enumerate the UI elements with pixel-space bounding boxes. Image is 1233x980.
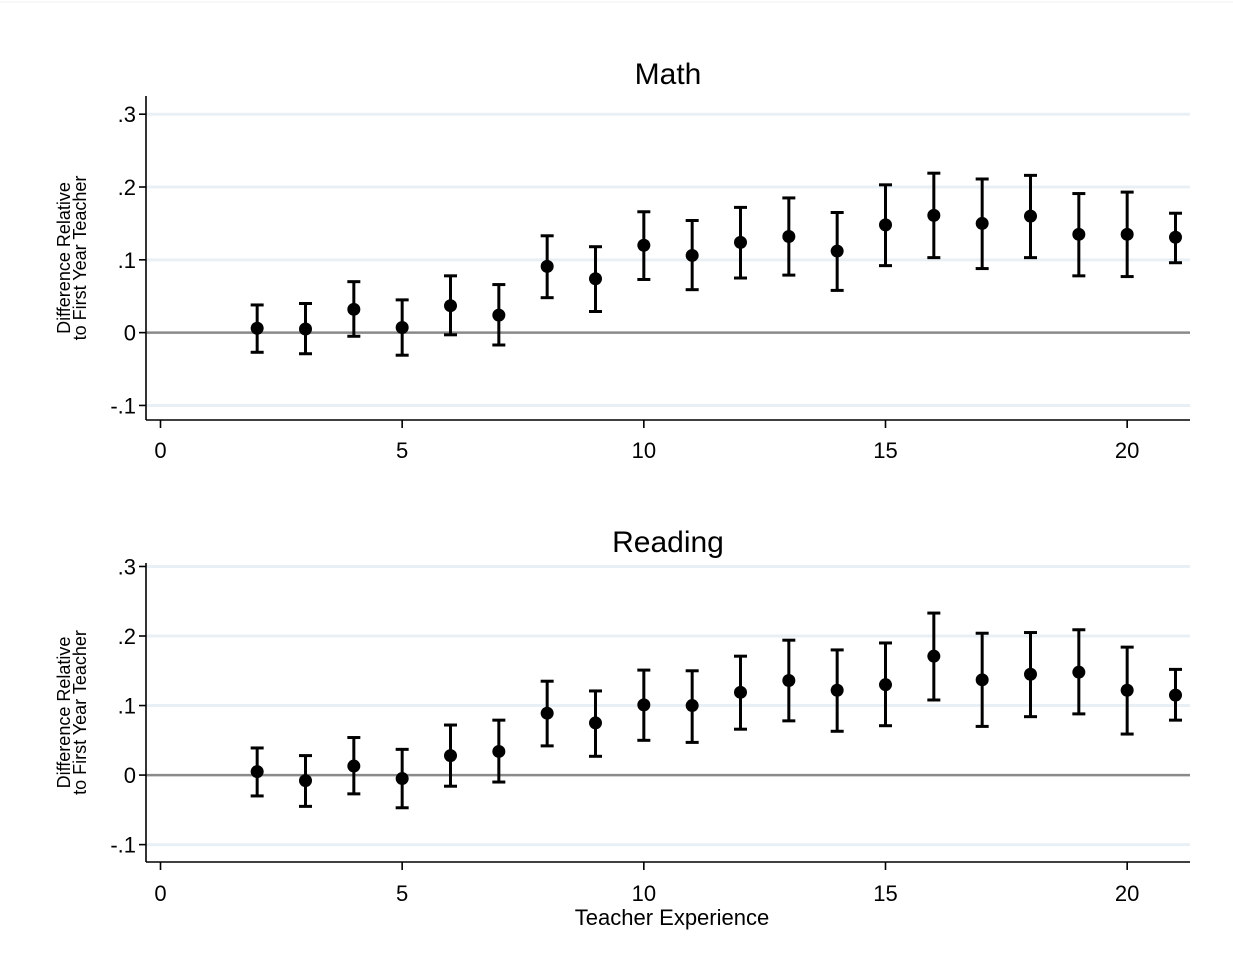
x-tick-label: 20 <box>1115 881 1139 906</box>
point-estimate-marker <box>1120 683 1134 697</box>
point-estimate-marker <box>589 272 602 286</box>
point-estimate-marker <box>685 248 699 262</box>
point-estimate-marker <box>637 698 651 712</box>
x-tick-label: 10 <box>632 438 656 463</box>
y-tick-label: 0 <box>124 321 136 346</box>
panel-title: Math <box>635 58 702 91</box>
point-estimate-marker <box>734 685 747 699</box>
point-estimate-marker <box>395 321 409 335</box>
x-tick-label: 20 <box>1115 438 1139 463</box>
x-tick-label: 15 <box>873 438 897 463</box>
point-estimate-marker <box>1120 227 1134 241</box>
point-estimate-marker <box>250 765 264 779</box>
y-axis-title-line-1: Difference Relative <box>54 182 74 334</box>
point-estimate-marker <box>879 678 892 692</box>
y-tick-label: .1 <box>118 248 136 273</box>
point-estimate-marker <box>1024 667 1037 681</box>
y-axis-title-line-2: to First Year Teacher <box>70 176 90 341</box>
point-estimate-marker <box>782 230 796 244</box>
point-estimate-marker <box>1072 227 1086 241</box>
point-estimate-marker <box>347 759 361 773</box>
point-estimate-marker <box>444 299 457 313</box>
point-estimate-marker <box>492 744 506 758</box>
panel-title: Reading <box>612 526 724 559</box>
y-tick-label: .2 <box>118 624 136 649</box>
point-estimate-marker <box>589 716 602 730</box>
reading-panel: -.1 0 .1 .2 .3 0 5 10 15 20 Reading Difference Rela… <box>54 526 1190 930</box>
x-tick-label: 5 <box>396 881 408 906</box>
point-estimate-marker <box>250 321 264 335</box>
point-estimate-marker <box>299 322 312 336</box>
point-estimate-marker <box>975 216 989 230</box>
point-estimate-marker <box>1169 688 1182 702</box>
point-estimate-marker <box>540 259 554 273</box>
x-tick-label: 0 <box>154 881 166 906</box>
point-estimate-marker <box>927 649 941 663</box>
point-estimate-marker <box>734 235 747 249</box>
y-tick-label: -.1 <box>110 393 136 418</box>
point-estimate-marker <box>830 244 844 258</box>
point-estimate-marker <box>540 706 554 720</box>
point-estimate-marker <box>830 683 844 697</box>
y-axis-title-line-1: Difference Relative <box>54 637 74 789</box>
x-tick-label: 15 <box>873 881 897 906</box>
point-estimate-marker <box>685 699 699 713</box>
point-estimate-marker <box>395 772 409 786</box>
y-axis-title-line-2: to First Year Teacher <box>70 630 90 795</box>
point-estimate-marker <box>347 302 361 316</box>
point-estimate-marker <box>637 238 651 252</box>
y-tick-label: -.1 <box>110 833 136 858</box>
y-tick-label: .2 <box>118 175 136 200</box>
x-axis-title: Teacher Experience <box>575 905 769 930</box>
point-estimate-marker <box>927 208 941 222</box>
y-tick-label: 0 <box>124 763 136 788</box>
x-tick-label: 10 <box>632 881 656 906</box>
point-estimate-marker <box>299 774 312 788</box>
point-estimate-marker <box>444 749 457 763</box>
x-tick-label: 5 <box>396 438 408 463</box>
point-estimate-marker <box>492 308 506 322</box>
x-tick-label: 0 <box>154 438 166 463</box>
y-tick-label: .3 <box>118 102 136 127</box>
math-panel: -.1 0 .1 .2 .3 0 5 10 15 20 Math Difference Relativ… <box>54 58 1190 463</box>
point-estimate-marker <box>975 673 989 687</box>
point-estimate-marker <box>1169 230 1182 244</box>
y-tick-label: .3 <box>118 554 136 579</box>
point-estimate-marker <box>782 674 796 688</box>
point-estimate-marker <box>1024 209 1037 223</box>
point-estimate-marker <box>1072 665 1086 679</box>
y-tick-label: .1 <box>118 694 136 719</box>
point-estimate-marker <box>879 218 892 232</box>
